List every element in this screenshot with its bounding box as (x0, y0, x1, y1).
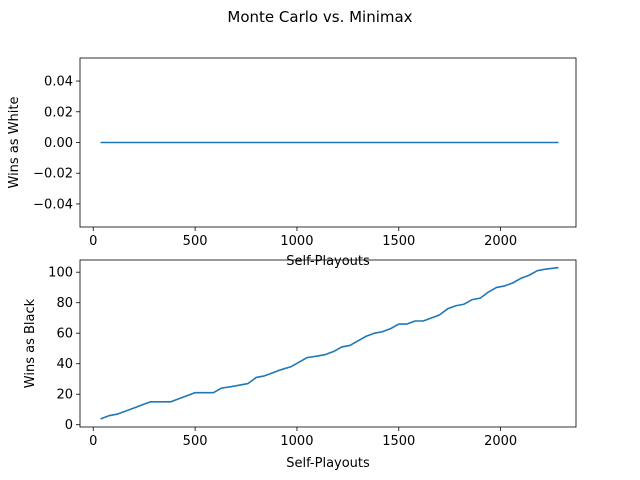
x-tick-label: 500 (183, 434, 208, 449)
y-tick-label: 0 (65, 418, 73, 433)
bottom-axes: 0 500 1000 1500 2000 0 20 40 60 80 100 Self-Playout… (23, 259, 577, 471)
x-tick-label: 0 (89, 234, 97, 249)
top-axes: 0 500 1000 1500 2000 −0.04 −0.02 0.00 0.02 0.04 Se… (7, 57, 577, 269)
y-tick-label: 40 (56, 357, 73, 372)
y-tick-label: 100 (48, 266, 73, 281)
y-tick-label: −0.04 (33, 197, 73, 212)
series-line-0 (100, 266, 559, 420)
x-tick-label: 0 (89, 434, 97, 449)
x-tick-label: 2000 (484, 234, 517, 249)
x-tick-label: 1000 (280, 434, 313, 449)
x-axis-label: Self-Playouts (286, 254, 370, 269)
y-tick-label: 20 (56, 388, 73, 403)
y-tick-label: 0.04 (44, 75, 73, 90)
x-tick-label: 1500 (382, 234, 415, 249)
y-tick-label: −0.02 (33, 167, 73, 182)
x-tick-label: 1000 (280, 234, 313, 249)
x-tick-label: 1500 (382, 434, 415, 449)
x-tick-label: 2000 (484, 434, 517, 449)
y-tick-label: 80 (56, 296, 73, 311)
x-axis-label: Self-Playouts (286, 456, 370, 471)
x-tick-label: 500 (183, 234, 208, 249)
y-axis-label: Wins as Black (23, 298, 38, 388)
y-tick-label: 60 (56, 327, 73, 342)
y-tick-label: 0.00 (44, 136, 73, 151)
y-axis-label: Wins as White (7, 97, 22, 189)
figure-title: Monte Carlo vs. Minimax (227, 8, 412, 26)
y-tick-label: 0.02 (44, 105, 73, 120)
axes-frame (79, 259, 577, 428)
